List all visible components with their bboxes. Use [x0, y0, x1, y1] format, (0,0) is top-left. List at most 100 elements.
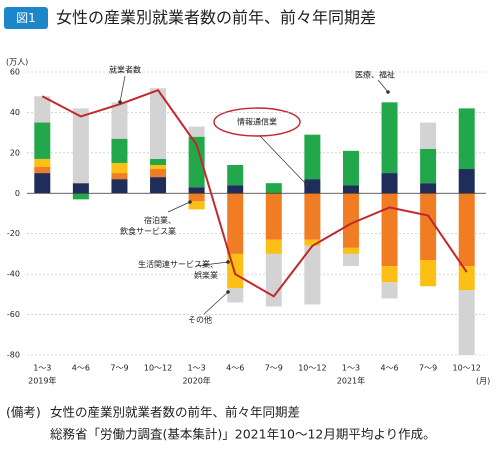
bar-segment — [150, 177, 167, 194]
annotation-leader — [167, 201, 191, 213]
bar-segment — [111, 138, 128, 163]
bar-segment — [72, 193, 89, 200]
annotation-dot — [386, 90, 390, 94]
bar-segment — [265, 193, 282, 240]
bar-segment — [342, 247, 359, 254]
x-tick-label: 10～12 — [144, 364, 172, 373]
y-tick-label: -40 — [7, 270, 20, 279]
annotation: その他 — [188, 315, 212, 325]
bar-segment — [188, 201, 205, 210]
bar-segment — [111, 179, 128, 194]
x-tick-label: 7～9 — [110, 364, 128, 373]
x-tick-label: 1～3 — [33, 364, 51, 373]
x-tick-label: 4～6 — [380, 364, 398, 373]
annotation-leader — [259, 135, 307, 185]
figure-label: 図1 — [16, 11, 36, 25]
annotation: 情報通信業 — [237, 117, 277, 127]
bar-segment — [458, 290, 475, 355]
bar-segment — [342, 150, 359, 186]
y-tick-label: 0 — [15, 189, 20, 198]
bar-segment — [188, 193, 205, 202]
x-tick-label: 4～6 — [226, 364, 244, 373]
bar-segment — [304, 134, 321, 180]
bar-segment — [381, 102, 398, 174]
bar-segment — [227, 193, 244, 254]
x-year-label: 2019年 — [28, 376, 56, 386]
bar-segment — [381, 193, 398, 267]
bar-segment — [34, 96, 51, 123]
annotation-leader — [195, 261, 229, 267]
annotation-dot — [118, 100, 122, 104]
bar-segment — [381, 173, 398, 194]
x-tick-label: 7～9 — [265, 364, 283, 373]
x-tick-label: 1～3 — [342, 364, 360, 373]
bar-segment — [227, 185, 244, 194]
bar-segment — [420, 122, 437, 149]
annotation-leader — [119, 75, 126, 103]
figure-badge — [4, 7, 48, 29]
bar-segment — [420, 193, 437, 260]
annotation-leader — [203, 291, 229, 315]
annotation: 宿泊業、飲食サービス業 — [120, 215, 176, 236]
bar-segment — [72, 108, 89, 184]
bar-segment — [342, 253, 359, 267]
bar-segment — [227, 288, 244, 303]
line-series — [41, 88, 468, 298]
chart-title: 女性の産業別就業者数の前年、前々年同期差 — [56, 8, 376, 27]
annotation: 生活関連サービス業、娯楽業 — [138, 259, 218, 280]
bar-segment — [304, 179, 321, 194]
bar-segment — [265, 183, 282, 194]
bar-segment — [342, 185, 359, 194]
y-tick-label: -80 — [7, 351, 20, 360]
annotation-dot — [226, 260, 230, 264]
x-tick-label: 10～12 — [453, 364, 481, 373]
bar-segment — [342, 193, 359, 248]
bar-segment — [265, 239, 282, 254]
x-unit: (月) — [476, 377, 490, 386]
annotation-dot — [226, 290, 230, 294]
bar-segment — [188, 126, 205, 137]
bar-segment — [458, 169, 475, 194]
annotation-leader — [377, 79, 389, 93]
bar-segment — [188, 136, 205, 188]
bar-segment — [227, 164, 244, 186]
bar-segment — [188, 187, 205, 194]
y-tick-label: 60 — [10, 68, 20, 77]
bar-segment — [150, 169, 167, 178]
note-label: (備考) — [6, 405, 41, 420]
bar-segment — [34, 173, 51, 194]
y-tick-label: 20 — [10, 148, 20, 157]
bar-segment — [381, 266, 398, 283]
y-tick-label: 40 — [10, 108, 20, 117]
bar-segment — [111, 102, 128, 139]
bar-segment — [304, 193, 321, 240]
x-tick-label: 7～9 — [419, 364, 437, 373]
bar-segment — [381, 282, 398, 299]
annotation-dot — [304, 182, 308, 186]
bar-segment — [458, 266, 475, 291]
bar-segment — [304, 239, 321, 246]
bar-segment — [111, 162, 128, 174]
x-tick-label: 4～6 — [72, 364, 90, 373]
note: 女性の産業別就業者数の前年、前々年同期差 — [50, 405, 300, 420]
y-unit: (万人) — [6, 58, 28, 67]
bar-segment — [420, 148, 437, 184]
bar-segment — [458, 193, 475, 267]
annotation: 医療、福祉 — [355, 70, 395, 80]
bar-segment — [420, 259, 437, 287]
bar-segment — [150, 164, 167, 170]
highlight-ellipse — [213, 107, 301, 137]
note: 総務省「労働力調査(基本集計)」2021年10～12月期平均より作成。 — [50, 427, 436, 442]
bar-segment — [72, 183, 89, 194]
bar-segment — [34, 158, 51, 168]
y-tick-label: -20 — [7, 229, 20, 238]
x-year-label: 2020年 — [182, 376, 210, 386]
bar-segment — [420, 183, 437, 194]
x-year-label: 2021年 — [337, 376, 365, 386]
bar-segment — [304, 245, 321, 305]
y-tick-label: -60 — [7, 310, 20, 319]
bar-segment — [150, 158, 167, 165]
bar-segment — [150, 88, 167, 159]
annotation: 就業者数 — [109, 65, 141, 75]
